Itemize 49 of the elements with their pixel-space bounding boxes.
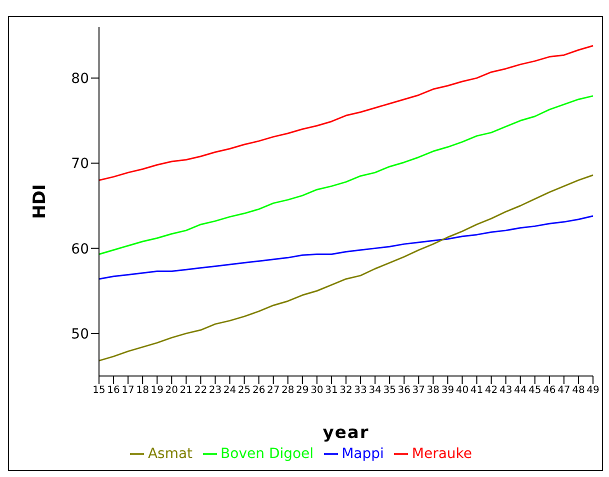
x-tick-label: 22 — [194, 385, 208, 396]
x-tick-label: 47 — [558, 385, 570, 396]
line-series — [98, 95, 594, 256]
x-tick-label: 38 — [426, 385, 440, 396]
line-series — [98, 44, 594, 181]
x-tick-label: 16 — [107, 385, 120, 396]
legend-label: Boven Digoel — [220, 446, 314, 462]
legend-label: Merauke — [412, 446, 472, 462]
x-tick-label: 19 — [150, 385, 164, 396]
x-tick-label: 43 — [499, 385, 512, 396]
x-tick-label: 28 — [282, 385, 294, 396]
x-tick-label: 35 — [383, 385, 396, 396]
x-tick-label: 36 — [398, 385, 410, 396]
line-series — [98, 174, 594, 362]
x-tick-label: 45 — [528, 385, 542, 396]
x-tick-label: 42 — [484, 385, 498, 396]
x-tick-label: 20 — [165, 385, 178, 396]
x-tick-label: 33 — [354, 385, 367, 396]
x-tick-label: 39 — [441, 385, 454, 396]
x-tick-label: 31 — [325, 385, 338, 396]
x-tick-label: 41 — [470, 385, 484, 396]
x-tick-label: 44 — [514, 385, 527, 396]
y-tick-label: 60 — [71, 241, 89, 258]
x-tick-label: 25 — [238, 385, 251, 396]
x-tick-label: 37 — [412, 385, 426, 396]
x-tick-label: 23 — [208, 385, 222, 396]
x-tick-label: 15 — [92, 385, 106, 396]
legend-label: Asmat — [148, 446, 193, 462]
x-tick-label: 48 — [572, 385, 585, 396]
x-tick-label: 17 — [122, 385, 134, 396]
y-tick-label: 70 — [71, 156, 89, 172]
y-tick-label: 50 — [71, 326, 89, 342]
legend-label: Mappi — [342, 446, 384, 462]
x-axis-title: year — [322, 423, 370, 443]
x-tick-label: 27 — [266, 385, 280, 396]
line-series — [98, 215, 594, 280]
x-tick-label: 24 — [223, 385, 236, 396]
x-tick-label: 26 — [252, 385, 266, 396]
x-tick-label: 29 — [296, 385, 309, 396]
x-tick-label: 49 — [586, 385, 600, 396]
y-axis-title: HDI — [30, 184, 50, 219]
x-tick-label: 32 — [340, 385, 352, 396]
x-tick-label: 46 — [543, 385, 556, 396]
x-tick-label: 34 — [368, 385, 382, 396]
x-tick-label: 18 — [136, 385, 149, 396]
x-tick-label: 40 — [456, 385, 469, 396]
x-tick-label: 30 — [310, 385, 324, 396]
x-tick-label: 21 — [180, 385, 193, 396]
y-tick-label: 80 — [71, 71, 89, 88]
